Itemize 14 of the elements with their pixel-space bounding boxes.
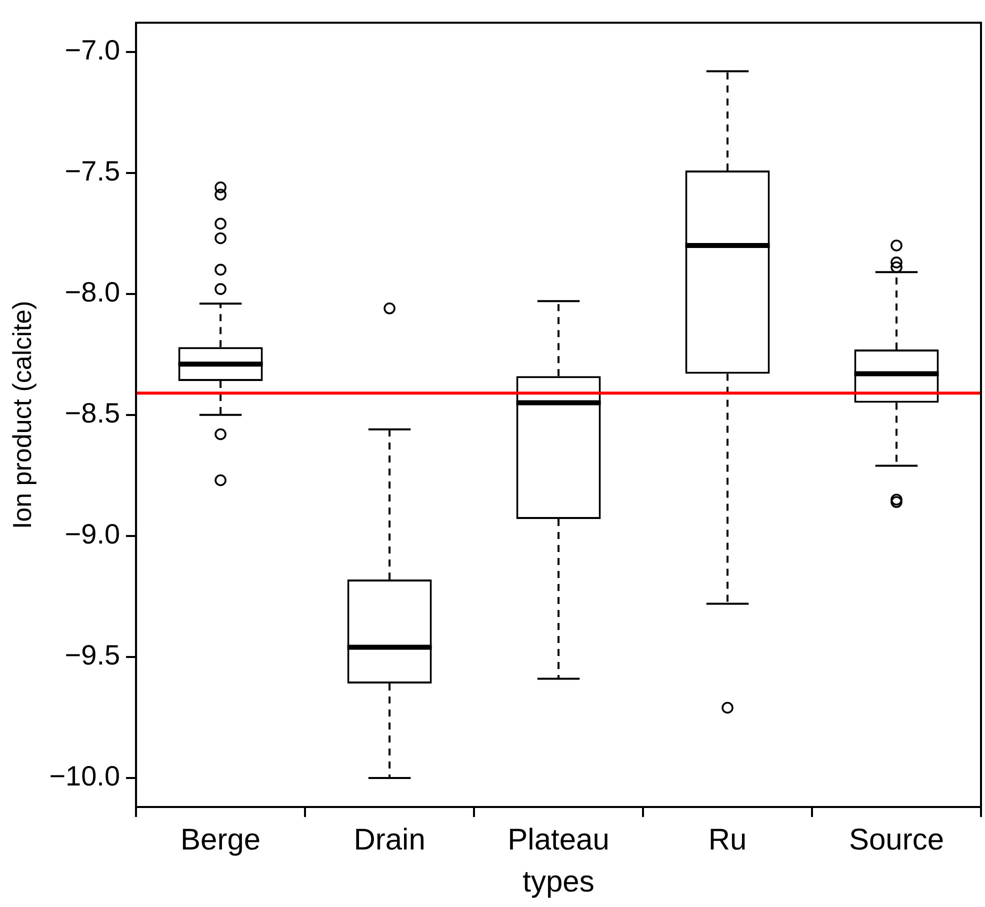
x-axis-title: types: [522, 865, 594, 898]
y-tick-label: −9.0: [64, 518, 120, 550]
y-tick-label: −9.5: [64, 640, 120, 671]
x-tick-label: Source: [848, 823, 944, 856]
y-axis-title: Ion product (calcite): [6, 300, 37, 530]
y-tick-label: −8.0: [64, 276, 120, 308]
x-tick-label: Ru: [708, 823, 747, 856]
y-tick-label: −7.5: [64, 156, 120, 187]
y-tick-label: −10.0: [49, 760, 120, 792]
x-tick-label: Plateau: [508, 823, 610, 856]
x-tick-label: Drain: [354, 823, 426, 856]
y-tick-label: −7.0: [64, 34, 120, 66]
y-tick-label: −8.5: [64, 398, 120, 429]
x-tick-label: Berge: [180, 823, 261, 856]
